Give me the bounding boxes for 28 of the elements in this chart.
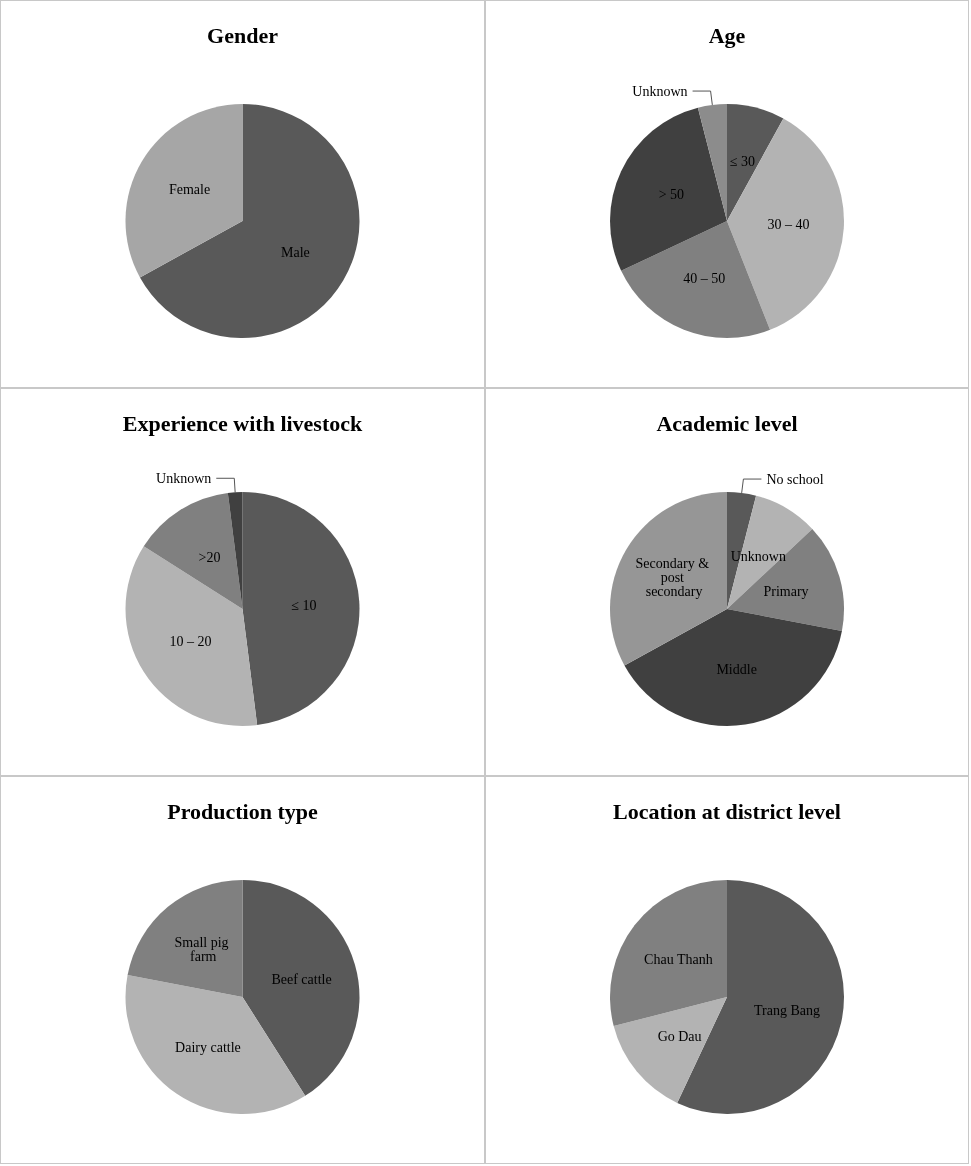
slice-label: Middle	[716, 662, 757, 678]
slice-label: Go Dau	[657, 1028, 702, 1044]
slice-label: Beef cattle	[271, 972, 332, 988]
slice-label: Unknown	[156, 470, 212, 486]
slice-label: 10 – 20	[169, 634, 212, 650]
slice-label: Male	[281, 244, 310, 260]
slice-label: Trang Bang	[754, 1002, 821, 1018]
slice-label: Dairy cattle	[175, 1040, 241, 1056]
chart-title: Academic level	[656, 410, 798, 436]
slice-label: Female	[168, 182, 211, 198]
slice-label: 30 – 40	[767, 217, 810, 233]
slice-label: ≤ 10	[291, 597, 317, 613]
chart-title: Gender	[207, 22, 279, 48]
slice-label: > 50	[658, 187, 685, 203]
slice-label: Chau Thanh	[644, 951, 713, 967]
chart-title: Location at district level	[613, 798, 841, 824]
slice-label: Unknown	[632, 83, 688, 99]
chart-title: Age	[708, 22, 746, 48]
slice-label: ≤ 30	[729, 153, 755, 169]
slice-label: Secondary & post secondary	[635, 556, 713, 600]
slice-label: >20	[198, 549, 221, 565]
slice-label: Unknown	[730, 548, 786, 564]
slice-label: No school	[766, 471, 824, 487]
slice-label: Primary	[763, 584, 809, 600]
chart-title: Experience with livestock	[122, 410, 364, 436]
slice-label: 40 – 50	[683, 270, 726, 286]
chart-title: Production type	[167, 798, 318, 824]
slice-label: Small pig farm	[174, 935, 233, 965]
